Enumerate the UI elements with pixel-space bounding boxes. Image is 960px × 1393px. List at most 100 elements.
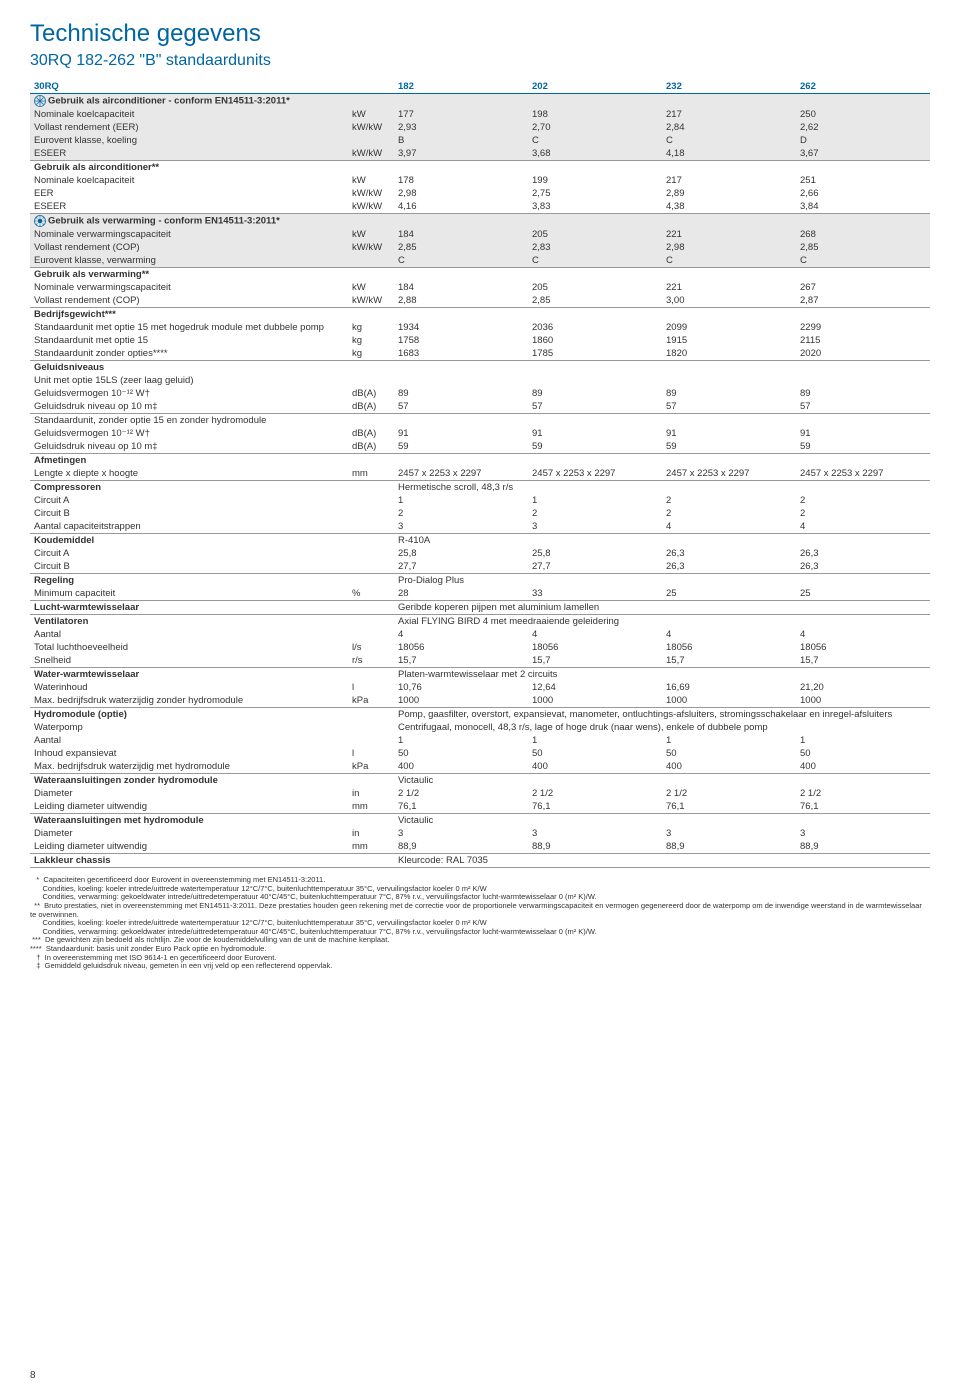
row-value: 59 — [662, 440, 796, 454]
row-value: 57 — [394, 400, 528, 414]
table-row: Geluidsdruk niveau op 10 m‡dB(A)59595959 — [30, 440, 930, 454]
row-unit — [348, 374, 394, 387]
row-value: 2,75 — [528, 187, 662, 200]
row-value: C — [796, 254, 930, 268]
row-value: 4 — [796, 628, 930, 641]
row-value: 1820 — [662, 347, 796, 361]
row-value: 18056 — [796, 641, 930, 654]
table-row: Circuit A25,825,826,326,3 — [30, 547, 930, 560]
row-unit: kPa — [348, 760, 394, 774]
row-value: 3,84 — [796, 200, 930, 214]
row-value: 4 — [662, 520, 796, 534]
row-label: Regeling — [30, 574, 348, 588]
row-value: 4 — [528, 628, 662, 641]
row-label: Standaardunit zonder opties**** — [30, 347, 348, 361]
table-row: Nominale koelcapaciteitkW178199217251 — [30, 174, 930, 187]
row-value: 27,7 — [394, 560, 528, 574]
row-value — [528, 214, 662, 229]
row-value — [528, 268, 662, 282]
table-row: Aantal1111 — [30, 734, 930, 747]
row-label: Gebruik als verwarming - conform EN14511… — [30, 214, 348, 229]
row-unit — [348, 134, 394, 147]
row-value: 89 — [796, 387, 930, 400]
row-value: 15,7 — [394, 654, 528, 668]
row-unit: kW/kW — [348, 200, 394, 214]
row-value: 400 — [528, 760, 662, 774]
row-value: 76,1 — [662, 800, 796, 814]
page-title: Technische gegevens — [30, 20, 930, 48]
row-value: 268 — [796, 228, 930, 241]
row-value: 2 — [796, 507, 930, 520]
row-value: C — [662, 134, 796, 147]
table-row: Max. bedrijfsdruk waterzijdig zonder hyd… — [30, 694, 930, 708]
row-unit: l/s — [348, 641, 394, 654]
row-label: Lucht-warmtewisselaar — [30, 601, 348, 615]
row-value: C — [394, 254, 528, 268]
row-value: 1 — [796, 734, 930, 747]
table-row: Aantal4444 — [30, 628, 930, 641]
row-label: Circuit A — [30, 494, 348, 507]
row-label: Diameter — [30, 787, 348, 800]
row-label: Bedrijfsgewicht*** — [30, 308, 348, 322]
row-value: C — [528, 134, 662, 147]
row-label: Wateraansluitingen met hydromodule — [30, 814, 348, 828]
row-value: 178 — [394, 174, 528, 187]
row-label: Minimum capaciteit — [30, 587, 348, 601]
row-label: Waterpomp — [30, 721, 348, 734]
page-number: 8 — [30, 1370, 36, 1381]
row-value — [394, 414, 528, 428]
row-label: Ventilatoren — [30, 615, 348, 629]
row-value: 205 — [528, 281, 662, 294]
row-label: Geluidsvermogen 10⁻¹² W† — [30, 387, 348, 400]
row-unit: kW/kW — [348, 147, 394, 161]
row-value: 91 — [662, 427, 796, 440]
row-value: 2115 — [796, 334, 930, 347]
row-value: 2036 — [528, 321, 662, 334]
row-value: 2,84 — [662, 121, 796, 134]
row-unit: dB(A) — [348, 427, 394, 440]
row-label: Nominale verwarmingscapaciteit — [30, 281, 348, 294]
row-label: Standaardunit met optie 15 met hogedruk … — [30, 321, 348, 334]
table-row: Afmetingen — [30, 454, 930, 468]
row-value — [796, 454, 930, 468]
row-value: 3 — [394, 827, 528, 840]
row-unit — [348, 534, 394, 548]
row-value: 3,83 — [528, 200, 662, 214]
row-label: Nominale verwarmingscapaciteit — [30, 228, 348, 241]
table-row: Hydromodule (optie)Pomp, gaasfilter, ove… — [30, 708, 930, 722]
row-value: 2,87 — [796, 294, 930, 308]
row-value: 1 — [394, 494, 528, 507]
row-unit — [348, 574, 394, 588]
row-label: Nominale koelcapaciteit — [30, 174, 348, 187]
row-unit — [348, 854, 394, 868]
sun-icon — [34, 215, 46, 227]
row-label: Inhoud expansievat — [30, 747, 348, 760]
row-value — [796, 161, 930, 175]
row-unit: kg — [348, 334, 394, 347]
row-value — [662, 308, 796, 322]
row-value: 25,8 — [394, 547, 528, 560]
row-value — [394, 361, 528, 375]
table-row: Wateraansluitingen zonder hydromoduleVic… — [30, 774, 930, 788]
row-value: 2457 x 2253 x 2297 — [796, 467, 930, 481]
row-value: 2 — [796, 494, 930, 507]
table-row: Circuit B27,727,726,326,3 — [30, 560, 930, 574]
row-value: 2,98 — [394, 187, 528, 200]
header-cell — [348, 80, 394, 94]
row-label: Circuit B — [30, 507, 348, 520]
row-label: EER — [30, 187, 348, 200]
table-row: Leiding diameter uitwendigmm88,988,988,9… — [30, 840, 930, 854]
row-unit — [348, 721, 394, 734]
table-row: Vollast rendement (COP)kW/kW2,882,853,00… — [30, 294, 930, 308]
row-unit: l — [348, 747, 394, 760]
row-value: 2,88 — [394, 294, 528, 308]
table-row: RegelingPro-Dialog Plus — [30, 574, 930, 588]
row-value: 2,62 — [796, 121, 930, 134]
row-value: 2099 — [662, 321, 796, 334]
row-value — [528, 414, 662, 428]
row-unit: kg — [348, 347, 394, 361]
row-value — [528, 308, 662, 322]
row-label: Standaardunit met optie 15 — [30, 334, 348, 347]
row-value: 76,1 — [796, 800, 930, 814]
row-value: 400 — [394, 760, 528, 774]
